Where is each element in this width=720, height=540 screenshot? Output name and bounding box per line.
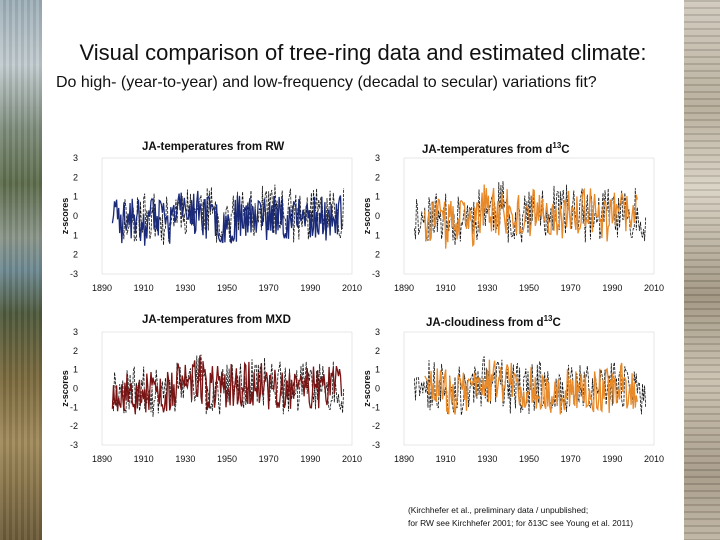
- x-tick-label: 1890: [92, 283, 112, 293]
- series-line-1: [414, 181, 647, 246]
- plot-frame: [101, 331, 353, 446]
- series-line-1: [112, 354, 345, 417]
- y-tick-label: -3: [70, 440, 78, 450]
- y-axis-label: z-scores: [362, 370, 372, 407]
- chart-title: JA-temperatures from RW: [142, 141, 284, 153]
- x-tick-label: 1950: [519, 283, 539, 293]
- chart-panel-3: JA-temperatures from MXD 3 2 1 0 -1 -2 -3 z-scor…: [60, 314, 362, 464]
- y-tick-label: 0: [73, 384, 78, 394]
- x-tick-label: 1970: [259, 454, 279, 464]
- series-line-2: [111, 355, 343, 415]
- x-tick-label: 1990: [602, 454, 622, 464]
- x-tick-label: 1990: [300, 283, 320, 293]
- series-line-2: [424, 184, 638, 249]
- wood-texture-strip: [684, 0, 720, 540]
- x-tick-label: 1950: [217, 454, 237, 464]
- x-tick-label: 1910: [134, 283, 154, 293]
- y-tick-label: 1: [73, 365, 78, 375]
- x-tick-label: 1990: [300, 454, 320, 464]
- x-tick-label: 1910: [436, 454, 456, 464]
- x-tick-label: 1910: [134, 454, 154, 464]
- y-tick-label: 1: [375, 192, 380, 202]
- x-tick-label: 1970: [259, 283, 279, 293]
- chart-panel-4: JA-cloudiness from d13C 3 2 1 0 -1 -2 -3 z-score…: [362, 314, 664, 464]
- y-axis-label: z-scores: [362, 198, 372, 235]
- x-tick-label: 1930: [175, 454, 195, 464]
- footnote-line-1: (Kirchhefer et al., preliminary data / u…: [408, 505, 589, 515]
- x-tick-label: 2010: [342, 283, 362, 293]
- landscape-photo-strip: [0, 0, 42, 540]
- slide-subtitle: Do high- (year-to-year) and low-frequenc…: [56, 74, 597, 91]
- series-line-2: [111, 190, 343, 246]
- x-tick-label: 2010: [342, 454, 362, 464]
- slide: Visual comparison of tree-ring data and …: [42, 0, 684, 540]
- y-tick-label: 0: [73, 211, 78, 221]
- x-tick-label: 1890: [394, 283, 414, 293]
- citation-footnote: (Kirchhefer et al., preliminary data / u…: [408, 504, 698, 530]
- y-tick-label: 2: [73, 346, 78, 356]
- y-tick-label: 2: [375, 250, 380, 260]
- chart-title: JA-temperatures from d13C: [422, 141, 570, 156]
- plot-frame: [101, 157, 353, 275]
- plot-frame: [403, 157, 655, 275]
- x-tick-label: 1930: [175, 283, 195, 293]
- chart-title: JA-temperatures from MXD: [142, 314, 291, 326]
- y-tick-label: 1: [375, 365, 380, 375]
- y-tick-label: -3: [70, 269, 78, 279]
- y-tick-label: 1: [375, 230, 380, 240]
- x-tick-label: 1970: [561, 454, 581, 464]
- y-tick-label: 3: [375, 327, 380, 337]
- chart-grid: JA-temperatures from RW321012-3z-scores1…: [60, 141, 664, 464]
- y-tick-label: -2: [372, 421, 380, 431]
- y-tick-label: -1: [70, 402, 78, 412]
- y-tick-label: -2: [70, 421, 78, 431]
- plot-frame: [403, 331, 655, 446]
- y-tick-label: 2: [73, 250, 78, 260]
- y-tick-label: -3: [372, 440, 380, 450]
- x-tick-label: 2010: [644, 454, 664, 464]
- y-tick-label: 3: [73, 327, 78, 337]
- chart-title: JA-cloudiness from d13C: [426, 314, 561, 329]
- y-tick-label: 1: [73, 192, 78, 202]
- y-tick-label: 2: [375, 346, 380, 356]
- chart-panel-2: JA-temperatures from d13C 3 2 1 0 1 2 -3 z-score…: [362, 141, 664, 293]
- x-tick-label: 1890: [92, 454, 112, 464]
- y-tick-label: 1: [73, 230, 78, 240]
- x-tick-label: 1930: [477, 454, 497, 464]
- y-tick-label: 2: [73, 172, 78, 182]
- x-tick-label: 2010: [644, 283, 664, 293]
- y-tick-label: -1: [372, 402, 380, 412]
- x-tick-label: 1950: [217, 283, 237, 293]
- x-tick-label: 1890: [394, 454, 414, 464]
- chart-panel-1: JA-temperatures from RW 3 2 1 0 1 2 -3 z-scores 1…: [60, 141, 362, 293]
- y-tick-label: 0: [375, 384, 380, 394]
- x-tick-label: 1930: [477, 283, 497, 293]
- y-tick-label: -3: [372, 269, 380, 279]
- x-tick-label: 1950: [519, 454, 539, 464]
- x-tick-label: 1910: [436, 283, 456, 293]
- y-tick-label: 3: [375, 153, 380, 163]
- footnote-line-2: for RW see Kirchhefer 2001; for δ13C see…: [408, 518, 634, 528]
- y-tick-label: 0: [375, 211, 380, 221]
- series-line-1: [122, 184, 345, 246]
- y-axis-label: z-scores: [60, 198, 70, 235]
- x-tick-label: 1970: [561, 283, 581, 293]
- y-tick-label: 3: [73, 153, 78, 163]
- series-line-2: [424, 359, 638, 415]
- slide-title: Visual comparison of tree-ring data and …: [79, 40, 647, 65]
- x-tick-label: 1990: [602, 283, 622, 293]
- y-axis-label: z-scores: [60, 370, 70, 407]
- y-tick-label: 2: [375, 172, 380, 182]
